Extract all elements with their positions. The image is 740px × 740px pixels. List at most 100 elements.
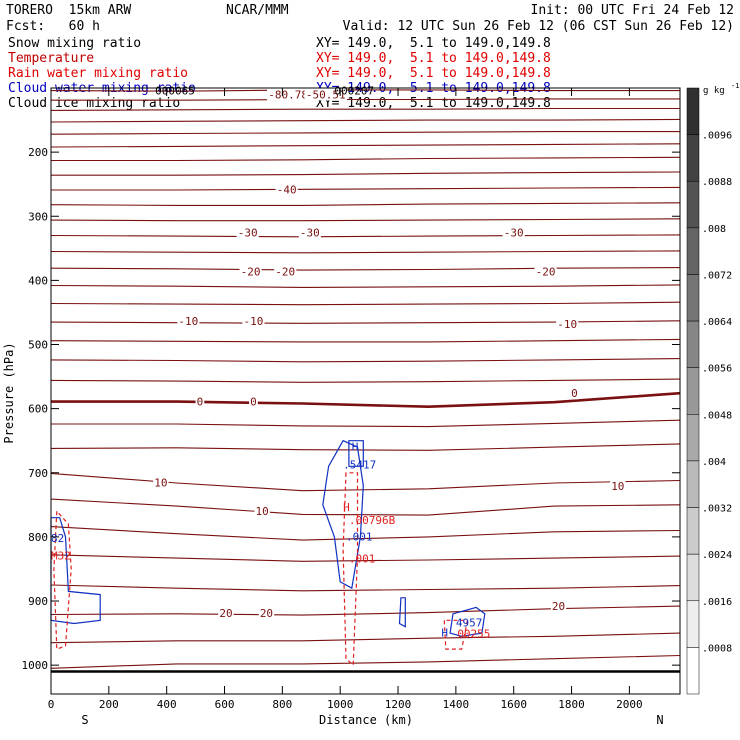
x-tick-label: 400 [157, 698, 177, 711]
colorbar-tick-label: .0032 [702, 504, 732, 515]
isotherm-line [51, 171, 681, 176]
isotherm-line [50, 107, 680, 111]
colorbar-segment [686, 227, 700, 275]
valid-time: Valid: 12 UTC Sun 26 Feb 12 (06 CST Sun … [342, 19, 734, 34]
isotherm-line [50, 301, 681, 306]
isotherm-label-bg [218, 607, 234, 620]
colorbar-unit: g kg [703, 86, 725, 96]
colorbar-tick-label: .0064 [702, 317, 732, 328]
x-tick-label: 1800 [558, 698, 585, 711]
isotherm-line [50, 267, 681, 271]
isotherm-line [50, 118, 681, 123]
x-tick-label: 600 [215, 698, 235, 711]
colorbar-segment [686, 134, 700, 182]
cloud-water-contour [50, 517, 101, 625]
isotherm-line [50, 654, 681, 669]
legend-rain: Rain water mixing ratio [8, 66, 189, 81]
isotherm-label: 0 [250, 396, 257, 409]
cloud-water-contour [449, 606, 486, 637]
isotherm-line [51, 156, 681, 162]
colorbar-tick-label: .0048 [702, 410, 732, 421]
x-tick-label: 1000 [327, 698, 354, 711]
colorbar-segment [686, 600, 700, 648]
isotherm-line [50, 284, 681, 288]
rain-contour [53, 509, 72, 650]
isotherm-label-bg [274, 265, 297, 278]
isotherm-label: -10 [178, 315, 198, 328]
y-axis-label: Pressure (hPa) [2, 342, 16, 443]
model-title: TORERO 15km ARW [6, 3, 132, 18]
isotherm-line [50, 526, 681, 541]
y-tick-label: 200 [28, 146, 48, 159]
x-tick-label: 1200 [385, 698, 412, 711]
colorbar-segment [686, 507, 700, 555]
colorbar-segment [686, 320, 700, 368]
isotherm-line [51, 419, 681, 428]
y-tick-label: 700 [28, 467, 48, 480]
colorbar-segment [686, 367, 700, 415]
isotherm-label-bg [610, 480, 626, 493]
x-end-label-north: N [656, 713, 663, 727]
colorbar-tick-label: .0016 [702, 597, 732, 608]
isotherm-line [50, 250, 681, 254]
forecast-hour: Fcst: 60 h [6, 19, 100, 34]
colorbar-segment [686, 414, 700, 462]
colorbar-segment [686, 274, 700, 322]
isotherm-label-bg [298, 226, 321, 239]
legend-snow-xy: XY= 149.0, 5.1 to 149.0,149.8 [316, 36, 551, 51]
colorbar-tick-label: .0056 [702, 364, 732, 375]
legend-temperature: Temperature [8, 51, 95, 66]
isotherm-label: -30 [504, 226, 524, 239]
isotherm-label-bg [267, 88, 310, 101]
isotherm-line [50, 89, 680, 92]
x-tick-label: 2000 [616, 698, 643, 711]
rain-label: 00255 [457, 628, 490, 641]
y-tick-label: 1000 [22, 659, 49, 672]
isotherm-label-bg [177, 314, 200, 327]
y-tick-label: 900 [28, 595, 48, 608]
colorbar-tick-label: .0024 [702, 550, 732, 561]
y-tick-label: 300 [28, 210, 48, 223]
isotherm-label-bg [242, 314, 265, 327]
isotherm-label-bg [258, 607, 275, 620]
colorbar-tick-label: .0072 [702, 270, 732, 281]
isotherm-label: 10 [255, 505, 268, 518]
isotherm-label: -10 [243, 315, 263, 328]
rain-label: H [343, 501, 350, 514]
isotherm-line [50, 584, 681, 592]
isotherm-label-bg [556, 317, 579, 330]
isotherm-line [51, 391, 681, 409]
legend-temperature-xy: XY= 149.0, 5.1 to 149.0,149.8 [316, 51, 551, 66]
x-tick-label: 200 [99, 698, 119, 711]
isotherm-line [50, 443, 681, 451]
isotherm-label-bg [153, 476, 169, 489]
isotherm-line [50, 143, 681, 148]
cloud-water-label: 4957 [456, 617, 483, 630]
rain-label: M32 [51, 549, 71, 562]
x-end-label-south: S [81, 713, 88, 727]
x-tick-label: 1400 [443, 698, 470, 711]
rain-label: .00796B [349, 514, 396, 527]
cloud-water-label: .001 [346, 531, 373, 544]
isotherm-label-bg [239, 265, 262, 278]
x-tick-label: 0 [48, 698, 55, 711]
isotherm-line [50, 320, 681, 324]
colorbar-segment [686, 647, 700, 695]
isotherm-label-bg [502, 226, 525, 239]
isotherm-line [50, 498, 681, 516]
y-tick-label: 500 [28, 339, 48, 352]
isotherm-line [50, 605, 681, 616]
plot-frame [50, 87, 681, 695]
cloud-water-label: H [352, 440, 359, 453]
isotherm-label: -30 [300, 226, 320, 239]
isotherm-label-bg [304, 88, 347, 101]
colorbar-segment [686, 87, 700, 135]
x-tick-label: 800 [272, 698, 292, 711]
isotherm-line [50, 378, 681, 383]
colorbar-unit-exponent: -1 [731, 82, 739, 90]
y-tick-label: 400 [28, 274, 48, 287]
isotherm-label: -50.51 [306, 88, 346, 101]
isotherm-line [50, 218, 681, 222]
isotherm-line [50, 202, 681, 206]
